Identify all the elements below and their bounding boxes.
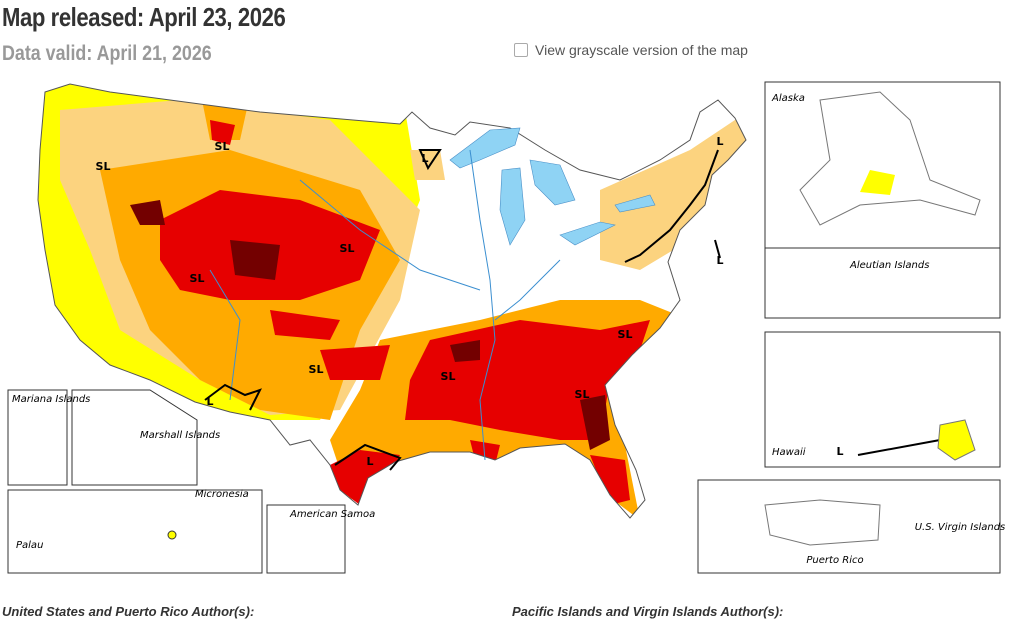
inset-label: Palau [16, 540, 43, 551]
impact-label: SL [618, 328, 633, 341]
impact-label: SL [215, 140, 230, 153]
title: Map released: April 23, 2026 [2, 2, 286, 32]
inset-label: Mariana Islands [12, 394, 90, 405]
inset-label: Aleutian Islands [849, 260, 929, 271]
inset-label: Puerto Rico [806, 555, 863, 566]
impact-label: L [366, 455, 373, 468]
inset-label: Micronesia [195, 489, 249, 500]
impact-label: SL [96, 160, 111, 173]
insets [7, 81, 1001, 574]
impact-label: SL [340, 242, 355, 255]
checkbox-label: View grayscale version of the map [535, 42, 748, 58]
drought-map: SL SL SL SL SL SL SL SL L L L L L L Alaska Aleutian Isl… [7, 81, 1006, 574]
subtitle: Data valid: April 21, 2026 [2, 42, 212, 65]
impact-label: SL [441, 370, 456, 383]
checkbox[interactable] [514, 43, 528, 57]
inset-label: American Samoa [289, 509, 375, 520]
impact-label: SL [309, 363, 324, 376]
impact-label: L [421, 152, 428, 165]
inset-label: Alaska [771, 93, 805, 104]
impact-label: L [716, 254, 723, 267]
impact-label: SL [190, 272, 205, 285]
inset-label: U.S. Virgin Islands [915, 522, 1006, 533]
impact-label: SL [575, 388, 590, 401]
rivers [209, 149, 561, 461]
authors-pacific: Pacific Islands and Virgin Islands Autho… [512, 604, 784, 619]
impact-label: L [836, 445, 843, 458]
inset-label: Marshall Islands [140, 430, 220, 441]
impact-label: L [716, 135, 723, 148]
inset-label: Hawaii [772, 447, 806, 458]
authors-us: United States and Puerto Rico Author(s): [2, 604, 255, 619]
impact-label: L [206, 395, 213, 408]
great-lakes [449, 127, 656, 246]
grayscale-toggle[interactable]: View grayscale version of the map [514, 42, 748, 58]
impact-lines [204, 149, 941, 471]
